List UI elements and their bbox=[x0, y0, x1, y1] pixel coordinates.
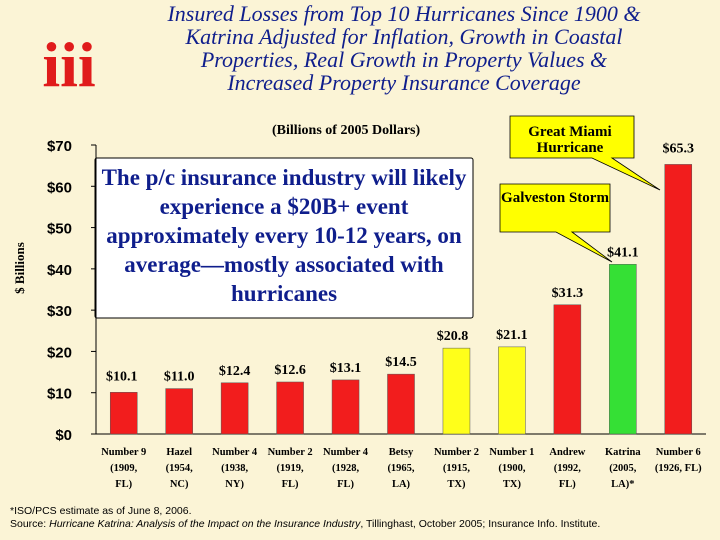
x-category-label: FL) bbox=[559, 479, 576, 490]
x-category-label: (1909, bbox=[110, 463, 137, 474]
bar-value-label: $65.3 bbox=[663, 141, 695, 156]
footnote-source: Source: Hurricane Katrina: Analysis of t… bbox=[10, 518, 600, 531]
y-tick-label: $20 bbox=[47, 344, 72, 361]
x-category-label: LA) bbox=[392, 479, 411, 490]
title-line-3: Properties, Real Growth in Property Valu… bbox=[200, 47, 608, 72]
x-category-label: Number 4 bbox=[323, 447, 369, 458]
footnote: *ISO/PCS estimate as of June 8, 2006. So… bbox=[10, 505, 600, 531]
bar-6 bbox=[387, 373, 415, 435]
bar-value-label: $11.0 bbox=[164, 370, 195, 385]
bar-value-label: $14.5 bbox=[385, 355, 417, 370]
x-category-label: Number 1 bbox=[489, 447, 534, 458]
x-category-label: (1954, bbox=[166, 463, 193, 474]
bar-9 bbox=[553, 304, 582, 435]
title-line-2: Katrina Adjusted for Inflation, Growth i… bbox=[185, 24, 623, 49]
x-category-label: Betsy bbox=[389, 447, 414, 458]
x-category-label: Number 6 bbox=[656, 447, 701, 458]
bar-11 bbox=[664, 164, 693, 435]
bar-10 bbox=[609, 264, 637, 435]
title-line-4: Increased Property Insurance Coverage bbox=[227, 70, 581, 95]
source-prefix: Source: bbox=[10, 518, 50, 530]
y-tick-label: $50 bbox=[47, 221, 72, 238]
x-category-label: (1938, bbox=[221, 463, 248, 474]
x-category-label: Number 2 bbox=[268, 447, 313, 458]
x-category-label: TX) bbox=[447, 479, 466, 490]
x-category-label: Hazel bbox=[166, 447, 192, 458]
bar-7 bbox=[442, 347, 471, 435]
source-title: Hurricane Katrina: Analysis of the Impac… bbox=[49, 518, 361, 530]
bar-value-label: $31.3 bbox=[552, 286, 584, 301]
y-tick-label: $70 bbox=[47, 138, 72, 155]
x-category-label: Number 2 bbox=[434, 447, 479, 458]
x-category-label: (1965, bbox=[387, 463, 414, 474]
x-category-label: FL) bbox=[337, 479, 354, 490]
source-suffix: , Tillinghast, October 2005; Insurance I… bbox=[360, 518, 601, 530]
chart-title: Insured Losses from Top 10 Hurricanes Si… bbox=[88, 2, 720, 94]
y-tick-label: $60 bbox=[47, 179, 72, 196]
x-category-label: (1928, bbox=[332, 463, 359, 474]
bar-value-label: $13.1 bbox=[330, 361, 362, 376]
y-tick-label: $0 bbox=[55, 427, 72, 444]
bar-value-label: $21.1 bbox=[496, 328, 528, 343]
galveston-callout-text: Galveston Storm bbox=[501, 190, 609, 206]
bar-8 bbox=[498, 346, 526, 435]
x-category-label: NY) bbox=[225, 479, 244, 490]
bar-value-label: $41.1 bbox=[607, 245, 639, 260]
x-category-label: Number 9 bbox=[101, 447, 146, 458]
galveston-callout-shape bbox=[499, 183, 613, 263]
y-tick-label: $30 bbox=[47, 303, 72, 320]
x-category-label: (1926, FL) bbox=[655, 463, 702, 474]
x-category-label: (1919, bbox=[277, 463, 304, 474]
bar-value-label: $12.6 bbox=[274, 363, 306, 378]
x-category-label: NC) bbox=[170, 479, 189, 490]
y-tick-label: $10 bbox=[47, 386, 72, 403]
bar-3 bbox=[220, 382, 249, 435]
x-category-label: TX) bbox=[503, 479, 522, 490]
annotation-box-text: The p/c insurance industry will likely e… bbox=[101, 165, 467, 306]
unit-note: (Billions of 2005 Dollars) bbox=[272, 123, 421, 138]
y-tick-label: $40 bbox=[47, 262, 72, 279]
x-category-label: (1915, bbox=[443, 463, 470, 474]
x-category-label: (2005, bbox=[609, 463, 636, 474]
miami-callout-shape bbox=[509, 115, 661, 191]
bar-2 bbox=[165, 388, 193, 435]
bar-value-label: $10.1 bbox=[106, 369, 138, 384]
x-category-label: FL) bbox=[282, 479, 299, 490]
bar-5 bbox=[331, 379, 360, 435]
bar-1 bbox=[109, 392, 138, 435]
bar-value-label: $20.8 bbox=[437, 329, 469, 344]
bar-value-label: $12.4 bbox=[219, 364, 251, 379]
bar-4 bbox=[276, 381, 304, 435]
x-category-label: Number 4 bbox=[212, 447, 258, 458]
footnote-estimate: *ISO/PCS estimate as of June 8, 2006. bbox=[10, 505, 192, 517]
x-category-label: Katrina bbox=[605, 447, 641, 458]
x-category-label: (1992, bbox=[554, 463, 581, 474]
iii-logo-text: iii bbox=[42, 34, 95, 92]
annotation-box bbox=[94, 157, 474, 319]
miami-callout-text: Great Miami Hurricane bbox=[528, 124, 612, 156]
title-line-1: Insured Losses from Top 10 Hurricanes Si… bbox=[167, 1, 641, 26]
x-category-label: FL) bbox=[115, 479, 132, 490]
x-category-label: (1900, bbox=[498, 463, 525, 474]
x-category-label: LA)* bbox=[611, 479, 634, 490]
iii-logo: iii bbox=[42, 34, 95, 92]
x-category-label: Andrew bbox=[549, 447, 585, 458]
